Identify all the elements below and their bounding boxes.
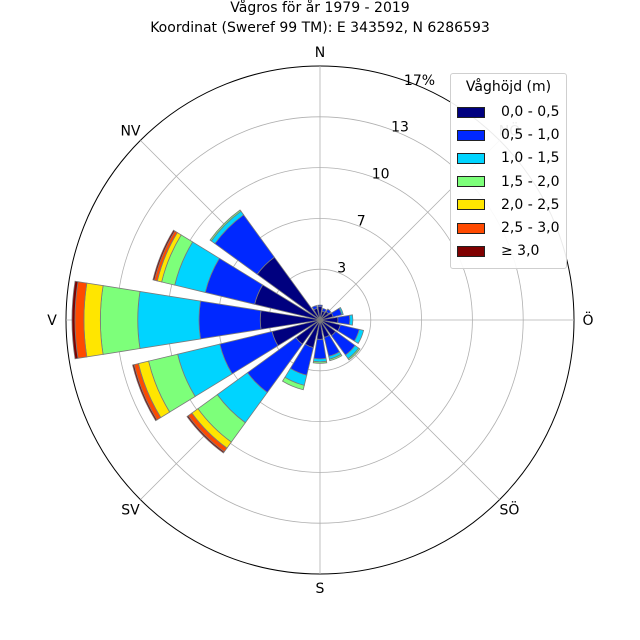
legend-item: 1,5 - 2,0: [457, 172, 559, 192]
radial-tick-label: 10: [372, 167, 390, 183]
bar-SÖ-series-3: [347, 347, 361, 361]
radial-tick-label: 13: [391, 120, 409, 136]
bar-V-series-2: [137, 291, 201, 349]
bar-NV-series-3: [209, 209, 242, 242]
rose-bars: [71, 209, 365, 454]
direction-label-SÖ: SÖ: [500, 501, 520, 519]
bar-Ö-series-2: [349, 314, 354, 326]
legend-title: Våghöjd (m): [465, 79, 552, 95]
chart-subtitle: Koordinat (Sweref 99 TM): E 343592, N 62…: [150, 20, 490, 36]
legend-label: 2,5 - 3,0: [501, 220, 560, 236]
bar-NNV-series-1: [311, 304, 318, 311]
bar-V-series-1: [198, 300, 262, 340]
radial-tick-label: 17%: [404, 73, 435, 89]
bar-V-series-6: [71, 280, 79, 360]
direction-label-SV: SV: [121, 503, 140, 519]
legend-label: 1,0 - 1,5: [501, 150, 560, 167]
direction-label-V: V: [47, 313, 57, 329]
radial-tick-label: 3: [337, 261, 346, 277]
legend-swatch: [457, 129, 485, 141]
legend-label: 1,5 - 2,0: [501, 173, 560, 190]
legend-swatch: [457, 245, 485, 257]
bar-V-series-3: [99, 285, 141, 355]
legend-item: 0,5 - 1,0: [457, 125, 559, 145]
bar-Ö-series-1: [337, 314, 351, 326]
legend-item: 0,0 - 0,5: [457, 102, 559, 122]
bar-N-series-1: [317, 304, 323, 308]
bar-V-series-4: [83, 282, 104, 358]
direction-label-Ö: Ö: [582, 311, 593, 329]
bar-SSÖ-series-3: [328, 353, 343, 362]
radial-tick-label: 7: [357, 214, 366, 230]
legend-item: 2,5 - 3,0: [457, 218, 559, 238]
direction-label-NV: NV: [120, 123, 140, 139]
legend-label: 0,0 - 0,5: [501, 104, 560, 120]
legend-swatch: [457, 176, 485, 188]
legend-item: 1,0 - 1,5: [457, 148, 559, 168]
bar-SSV-series-3: [281, 376, 305, 391]
bar-ÖNÖ-series-2: [338, 306, 344, 316]
bar-NNÖ-series-1: [321, 307, 327, 313]
legend-swatch: [457, 199, 485, 211]
legend-label: ≥ 3,0: [501, 243, 540, 260]
bar-SV-series-6: [186, 415, 225, 454]
legend-item: ≥ 3,0: [457, 241, 539, 261]
bar-S-series-3: [312, 360, 328, 364]
bar-NÖ-series-1: [325, 308, 332, 315]
direction-label-S: S: [316, 581, 325, 597]
legend-label: 2,0 - 2,5: [501, 196, 560, 213]
legend-item: 2,0 - 2,5: [457, 195, 559, 215]
legend-swatch: [457, 106, 485, 118]
legend-swatch: [457, 152, 485, 164]
bar-VNV-series-6: [152, 229, 176, 281]
legend-swatch: [457, 222, 485, 234]
legend: Våghöjd (m) 0,0 - 0,5 0,5 - 1,0 1,0 - 1,5 1…: [450, 73, 567, 269]
chart-title: Vågros för år 1979 - 2019: [230, 0, 410, 16]
legend-label: 0,5 - 1,0: [501, 127, 560, 144]
bar-VSV-series-6: [132, 364, 158, 422]
bar-S-series-1: [313, 338, 327, 360]
bar-ÖSÖ-series-2: [353, 328, 365, 344]
direction-label-N: N: [315, 45, 325, 61]
